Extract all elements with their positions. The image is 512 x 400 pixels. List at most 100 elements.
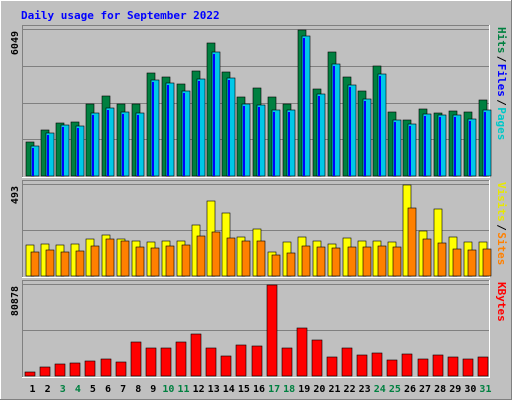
visits-bar-sites-day-25 [392, 246, 402, 277]
hits-series-files [30, 35, 492, 177]
hits-bar-files-day-4 [75, 125, 85, 177]
x-tick-label-day-30: 30 [464, 384, 476, 395]
hits-bar-files-day-27 [422, 113, 432, 177]
x-tick-label-day-14: 14 [223, 384, 235, 395]
hits-bar-pages-day-24 [379, 76, 381, 176]
x-tick-label-day-2: 2 [45, 384, 51, 395]
hits-bar-files-day-16 [256, 104, 266, 177]
kbytes-bar-kbytes-day-10 [160, 347, 172, 377]
hits-bar-files-day-17 [271, 109, 281, 177]
visits-bar-sites-day-29 [452, 248, 462, 277]
kbytes-bar-kbytes-day-23 [356, 354, 368, 377]
hits-bar-files-day-11 [181, 90, 191, 177]
kbytes-bar-kbytes-day-26 [401, 353, 413, 377]
x-tick-label-day-12: 12 [193, 384, 205, 395]
hits-bar-pages-day-11 [183, 93, 185, 176]
visits-bar-sites-day-24 [377, 245, 387, 277]
visits-bar-sites-day-26 [407, 207, 417, 277]
x-tick-label-day-9: 9 [150, 384, 156, 395]
x-tick-label-day-4: 4 [75, 384, 81, 395]
chart-title: Daily usage for September 2022 [21, 9, 220, 22]
x-tick-label-day-26: 26 [404, 384, 416, 395]
x-tick-label-day-20: 20 [313, 384, 325, 395]
kbytes-bar-kbytes-day-18 [281, 347, 293, 377]
x-tick-label-day-3: 3 [60, 384, 66, 395]
x-tick-label-day-16: 16 [253, 384, 265, 395]
x-tick-label-day-21: 21 [328, 384, 340, 395]
hits-bar-pages-day-6 [107, 110, 109, 176]
visits-bar-sites-day-28 [437, 242, 447, 277]
kbytes-bar-kbytes-day-19 [296, 327, 308, 377]
x-tick-label-day-13: 13 [208, 384, 220, 395]
hits-scale-label: 6049 [10, 31, 21, 55]
hits-bar-pages-day-14 [228, 80, 230, 176]
x-tick-label-day-22: 22 [344, 384, 356, 395]
hits-legend-files: Files [495, 64, 508, 97]
kbytes-bar-kbytes-day-7 [115, 361, 127, 377]
kbytes-legend: KBytes [495, 282, 508, 322]
kbytes-bar-kbytes-day-30 [462, 358, 474, 377]
kbytes-bar-kbytes-day-6 [100, 358, 112, 377]
hits-bar-files-day-7 [120, 111, 130, 177]
hits-bar-files-day-23 [362, 98, 372, 177]
hits-bar-pages-day-12 [198, 81, 200, 176]
hits-bar-pages-day-4 [77, 128, 79, 176]
visits-bar-sites-day-2 [45, 249, 55, 277]
kbytes-bar-kbytes-day-2 [39, 366, 51, 377]
kbytes-bar-kbytes-day-31 [477, 356, 489, 377]
visits-bar-sites-day-20 [316, 246, 326, 277]
hits-bar-files-day-18 [286, 109, 296, 177]
x-tick-label-day-19: 19 [298, 384, 310, 395]
visits-bar-sites-day-14 [226, 237, 236, 277]
hits-bar-pages-day-25 [394, 122, 396, 176]
visits-bar-sites-day-31 [482, 248, 492, 277]
x-tick-label-day-29: 29 [449, 384, 461, 395]
visits-bar-sites-day-11 [181, 244, 191, 277]
visits-bar-sites-day-18 [286, 252, 296, 277]
x-tick-label-day-5: 5 [90, 384, 96, 395]
kbytes-bar-kbytes-day-29 [447, 356, 459, 377]
kbytes-bar-kbytes-day-8 [130, 341, 142, 377]
hits-bar-pages-day-5 [92, 115, 94, 176]
hits-bar-files-day-9 [150, 79, 160, 177]
hits-bar-pages-day-21 [333, 66, 335, 176]
hits-bar-pages-day-22 [349, 87, 351, 176]
kbytes-bar-kbytes-day-14 [220, 355, 232, 377]
kbytes-bar-kbytes-day-17 [266, 284, 278, 377]
visits-scale-label: 493 [10, 186, 21, 204]
hits-bar-files-day-8 [135, 112, 145, 177]
hits-bar-files-day-24 [377, 73, 387, 177]
hits-bar-pages-day-30 [469, 121, 471, 176]
hits-bar-pages-day-16 [258, 107, 260, 176]
panel-kbytes: 80878 KBytes [10, 280, 508, 378]
hits-bar-files-day-31 [482, 109, 492, 177]
kbytes-bar-kbytes-day-22 [341, 347, 353, 377]
hits-bar-pages-day-18 [288, 112, 290, 176]
visits-bar-sites-day-12 [196, 235, 206, 277]
hits-bar-pages-day-31 [484, 112, 486, 176]
hits-bar-pages-day-23 [364, 101, 366, 176]
visits-bar-sites-day-9 [150, 247, 160, 277]
kbytes-bar-kbytes-day-1 [24, 371, 36, 377]
hits-bar-pages-day-29 [454, 117, 456, 176]
panel-hits: 6049 Hits/Files/Pages [10, 25, 508, 178]
kbytes-bar-kbytes-day-21 [326, 356, 338, 377]
visits-bar-sites-day-19 [301, 245, 311, 277]
x-axis: 1 2 3 4 5 6 7 8 9 10 11 12 13 14 15 16 17 18 19 20 21 22 23 24 2… [30, 384, 492, 395]
kbytes-series-kbytes [24, 284, 489, 377]
hits-bar-files-day-20 [316, 93, 326, 177]
kbytes-bar-kbytes-day-4 [69, 362, 81, 377]
hits-bar-files-day-19 [301, 35, 311, 177]
hits-bar-pages-day-28 [439, 117, 441, 176]
visits-legend-sites: Sites [495, 232, 508, 265]
x-tick-label-day-28: 28 [434, 384, 446, 395]
hits-bar-pages-day-13 [213, 54, 215, 176]
kbytes-bar-kbytes-day-24 [371, 352, 383, 377]
visits-bar-sites-day-13 [211, 231, 221, 277]
visits-bar-sites-day-3 [60, 251, 70, 277]
kbytes-legend-kbytes: KBytes [495, 282, 508, 322]
hits-bar-files-day-1 [30, 145, 40, 177]
hits-bar-pages-day-3 [62, 127, 64, 176]
kbytes-bar-kbytes-day-20 [311, 339, 323, 377]
